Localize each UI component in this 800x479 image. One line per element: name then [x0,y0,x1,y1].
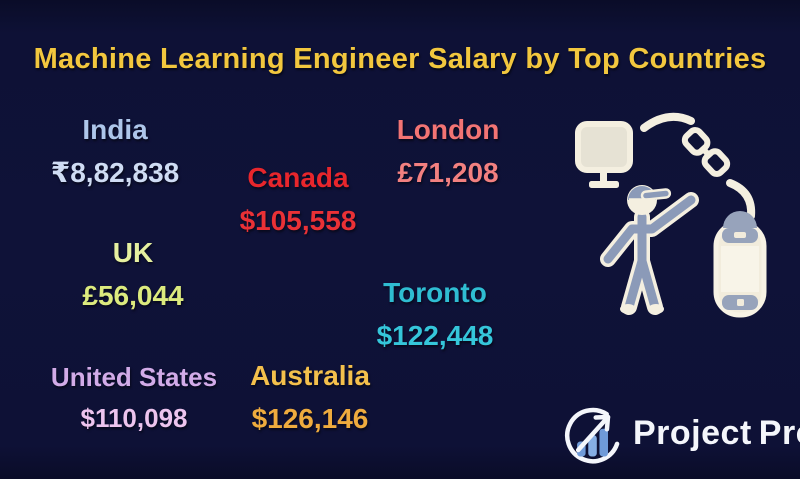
salary-value: £71,208 [397,157,499,188]
salary-entry-canada: Canada $105,558 [213,160,383,239]
logo-word-pro: Pro [758,413,800,452]
country-label: Toronto [383,277,487,308]
country-label: UK [112,237,154,268]
projectpro-logo: ProjectPro [560,398,800,468]
page-title: Machine Learning Engineer Salary by Top … [33,43,767,75]
country-label: Australia [250,360,370,391]
salary-entry-uk: UK £56,044 [53,235,213,314]
salary-entry-toronto: Toronto $122,448 [350,275,520,354]
monitor-icon [575,121,633,188]
arc-segment [640,112,695,132]
country-label: India [82,114,148,145]
salary-value: $126,146 [251,403,369,434]
salary-value: $110,098 [80,403,188,433]
logo-word-project: Project [633,413,752,452]
smartphone-icon [713,211,767,318]
person-with-monitor-wrench-and-phone-icon [575,112,767,318]
growth-bar-chart-arrow-icon [565,407,620,464]
salary-entry-united-states: United States $110,098 [20,360,248,435]
salary-entry-india: India ₹8,82,838 [35,112,195,191]
logo-wordmark: ProjectPro [633,414,800,453]
arc-segment [726,179,756,220]
person-icon [600,185,699,315]
salary-entry-australia: Australia $126,146 [225,358,395,437]
salary-value: $122,448 [376,320,494,351]
country-label: Canada [247,162,349,193]
salary-value: £56,044 [82,280,184,311]
country-label: United States [50,362,218,392]
country-label: London [396,114,500,145]
salary-value: ₹8,82,838 [50,157,180,188]
wrench-icon [681,127,731,177]
salary-entry-london: London £71,208 [363,112,533,191]
salary-value: $105,558 [239,205,357,236]
